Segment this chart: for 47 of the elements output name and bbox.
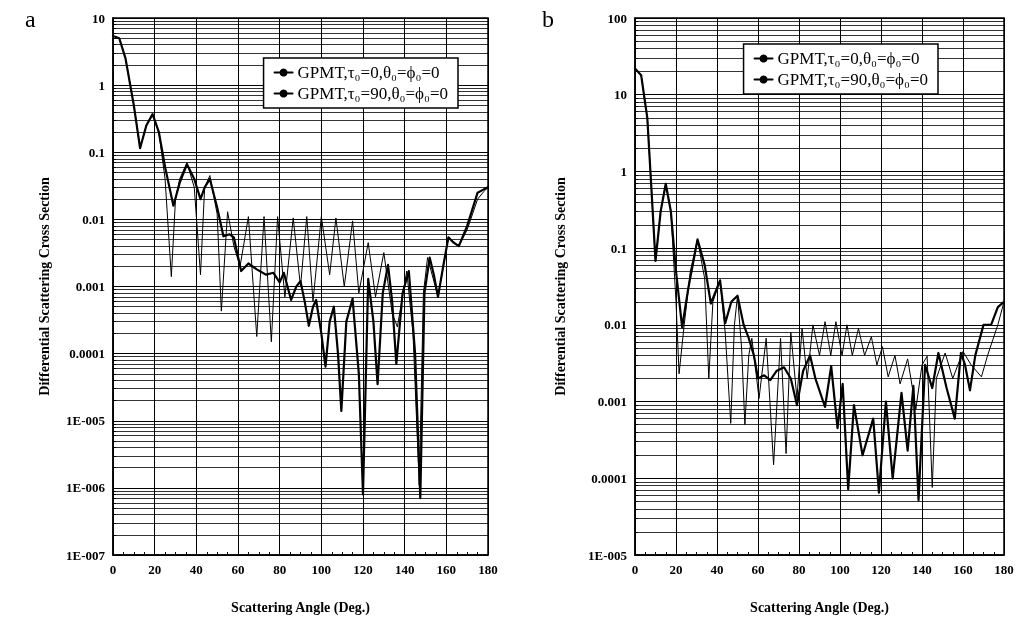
x-tick-label: 100 xyxy=(311,562,332,577)
y-tick-label: 1E-007 xyxy=(66,547,106,563)
x-tick-label: 0 xyxy=(631,562,639,577)
y-tick-label: 0.01 xyxy=(82,211,105,227)
legend-label: GPMT,τ₀=90,θ₀=ϕ₀=0 xyxy=(297,84,448,103)
x-tick-label: 100 xyxy=(830,562,850,577)
y-tick-label: 0.0001 xyxy=(69,346,105,362)
x-tick-label: 40 xyxy=(710,562,724,577)
y-tick-label: 10 xyxy=(614,87,627,103)
x-tick-label: 120 xyxy=(871,562,891,577)
y-axis-title: Differential Scattering Cross Section xyxy=(36,177,52,396)
legend-label: GPMT,τ₀=0,θ₀=ϕ₀=0 xyxy=(297,63,440,82)
x-tick-label: 0 xyxy=(109,562,117,577)
x-axis-title: Scattering Angle (Deg.) xyxy=(750,599,890,616)
y-tick-label: 1E-005 xyxy=(66,413,106,429)
y-tick-label: 0.001 xyxy=(597,394,627,410)
y-tick-label: 0.01 xyxy=(604,317,627,333)
x-tick-label: 60 xyxy=(751,562,765,577)
x-tick-label: 140 xyxy=(912,562,932,577)
x-tick-label: 20 xyxy=(148,562,162,577)
x-tick-label: 20 xyxy=(669,562,683,577)
x-tick-label: 180 xyxy=(994,562,1014,577)
y-tick-label: 1E-005 xyxy=(588,547,628,563)
y-tick-label: 0.1 xyxy=(610,240,627,256)
x-tick-label: 180 xyxy=(478,562,498,577)
x-tick-label: 80 xyxy=(792,562,806,577)
x-tick-label: 80 xyxy=(273,562,287,577)
legend-label: GPMT,τ₀=90,θ₀=ϕ₀=0 xyxy=(777,70,928,89)
x-tick-label: 120 xyxy=(353,562,373,577)
y-tick-label: 100 xyxy=(607,10,627,26)
x-tick-label: 140 xyxy=(394,562,415,577)
y-tick-label: 10 xyxy=(92,10,105,26)
y-tick-label: 1 xyxy=(620,163,627,179)
x-tick-label: 160 xyxy=(436,562,457,577)
y-tick-label: 0.1 xyxy=(88,144,105,160)
chart-title: b xyxy=(542,6,554,32)
y-tick-label: 1E-006 xyxy=(66,480,106,496)
chart-title: a xyxy=(25,6,36,32)
y-tick-label: 1 xyxy=(98,77,105,93)
x-tick-label: 40 xyxy=(189,562,203,577)
x-tick-label: 60 xyxy=(231,562,245,577)
y-tick-label: 0.0001 xyxy=(591,470,627,486)
legend-label: GPMT,τ₀=0,θ₀=ϕ₀=0 xyxy=(777,49,920,68)
y-tick-label: 0.001 xyxy=(75,279,105,294)
x-tick-label: 160 xyxy=(953,562,973,577)
x-axis-title: Scattering Angle (Deg.) xyxy=(231,599,371,616)
y-axis-title: Differential Scattering Cross Section xyxy=(552,177,568,396)
